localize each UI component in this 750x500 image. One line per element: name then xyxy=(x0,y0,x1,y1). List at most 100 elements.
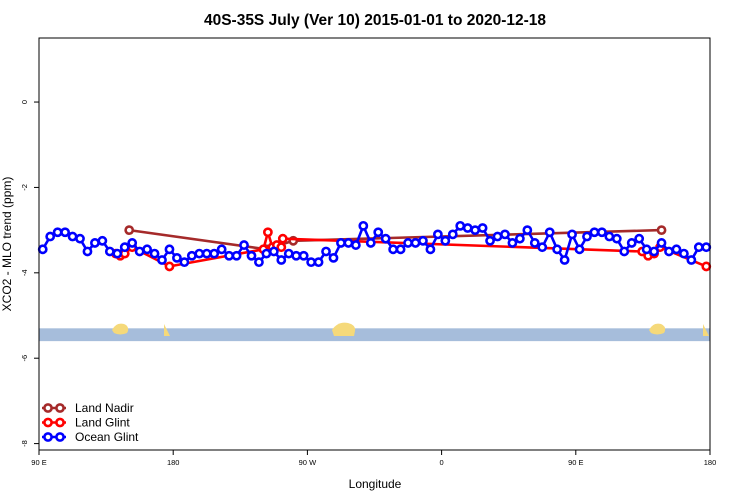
chart-title: 40S-35S July (Ver 10) 2015-01-01 to 2020… xyxy=(204,12,546,29)
data-point xyxy=(277,233,288,244)
data-point xyxy=(239,240,249,250)
legend-item: Ocean Glint xyxy=(42,430,139,444)
data-point xyxy=(596,227,607,238)
data-point xyxy=(567,229,577,240)
data-point xyxy=(67,231,78,242)
y-tick-label: -6 xyxy=(20,355,29,362)
data-point xyxy=(112,248,123,259)
data-point xyxy=(224,250,235,261)
data-point xyxy=(477,223,488,233)
x-tick-label: 180 xyxy=(167,458,180,467)
data-point xyxy=(701,242,712,253)
land-patch xyxy=(164,324,170,336)
data-point xyxy=(313,257,324,268)
data-point xyxy=(291,250,302,261)
data-point xyxy=(37,244,48,255)
data-point xyxy=(418,235,428,246)
data-point xyxy=(425,244,436,255)
data-point xyxy=(246,250,257,261)
data-point xyxy=(276,242,287,253)
data-point xyxy=(492,231,503,242)
data-point xyxy=(529,238,540,248)
x-tick-label: 90 W xyxy=(299,458,317,467)
legend-swatch-marker xyxy=(43,403,53,413)
data-point xyxy=(365,238,376,248)
data-point xyxy=(395,244,406,255)
data-point xyxy=(656,238,667,248)
data-point xyxy=(134,246,145,257)
data-point xyxy=(45,231,56,242)
data-point xyxy=(343,238,354,248)
data-point xyxy=(164,244,175,255)
land-patch xyxy=(649,323,666,335)
data-point xyxy=(172,252,182,263)
legend-item: Land Glint xyxy=(42,416,130,430)
data-point xyxy=(500,229,510,240)
data-point xyxy=(127,238,138,248)
y-tick-label: 0 xyxy=(20,100,29,104)
land-patch xyxy=(703,324,709,336)
y-tick-label: -2 xyxy=(20,184,29,191)
data-point xyxy=(149,248,160,259)
data-point xyxy=(157,255,167,265)
legend-label: Land Nadir xyxy=(75,401,134,415)
data-point xyxy=(701,261,712,272)
data-point xyxy=(455,220,466,231)
data-point xyxy=(358,220,369,231)
data-point xyxy=(124,225,135,236)
data-point xyxy=(611,233,622,244)
x-axis-label: Longitude xyxy=(349,477,402,491)
x-tick-label: 90 E xyxy=(31,458,46,467)
data-point xyxy=(641,244,652,255)
data-point xyxy=(283,248,294,259)
series-layer xyxy=(37,220,712,272)
legend-swatch-marker xyxy=(43,417,53,428)
data-point xyxy=(679,248,689,259)
data-point xyxy=(231,250,242,261)
data-point xyxy=(306,257,317,268)
data-point xyxy=(693,242,704,253)
data-point xyxy=(328,252,339,263)
data-point xyxy=(649,246,659,257)
y-tick-label: -8 xyxy=(20,440,29,447)
data-point xyxy=(522,225,533,236)
data-point xyxy=(209,248,220,259)
data-point xyxy=(671,244,682,255)
data-point xyxy=(75,233,85,244)
data-point xyxy=(589,227,600,238)
data-point xyxy=(186,250,197,261)
legend-swatch-marker xyxy=(55,403,65,413)
data-point xyxy=(582,231,592,242)
data-point xyxy=(261,248,272,259)
data-point xyxy=(380,233,391,244)
land-patch xyxy=(332,322,356,336)
legend-label: Ocean Glint xyxy=(75,430,139,444)
data-point xyxy=(216,244,227,255)
legend-item: Land Nadir xyxy=(42,401,134,415)
data-point xyxy=(664,246,674,257)
data-point xyxy=(82,246,93,257)
data-point xyxy=(447,229,458,240)
data-point xyxy=(90,238,100,248)
map-strip xyxy=(39,322,710,342)
data-point xyxy=(440,235,451,246)
data-point xyxy=(388,244,399,255)
x-axis: 90 E 180 90 W 0 90 E 180 xyxy=(31,450,716,467)
data-point xyxy=(604,231,615,242)
data-point xyxy=(462,223,473,233)
data-point xyxy=(373,227,384,238)
plot-frame xyxy=(38,37,711,451)
y-axis: 0 -2 -4 -6 -8 xyxy=(20,100,39,447)
data-point xyxy=(507,238,518,248)
data-point xyxy=(254,257,264,268)
data-point xyxy=(485,235,495,246)
legend-label: Land Glint xyxy=(75,416,130,430)
data-point xyxy=(276,255,287,265)
data-point xyxy=(432,229,443,240)
data-point xyxy=(262,227,273,238)
data-point xyxy=(574,244,585,255)
x-tick-label: 90 E xyxy=(568,458,583,467)
data-point xyxy=(336,238,346,248)
